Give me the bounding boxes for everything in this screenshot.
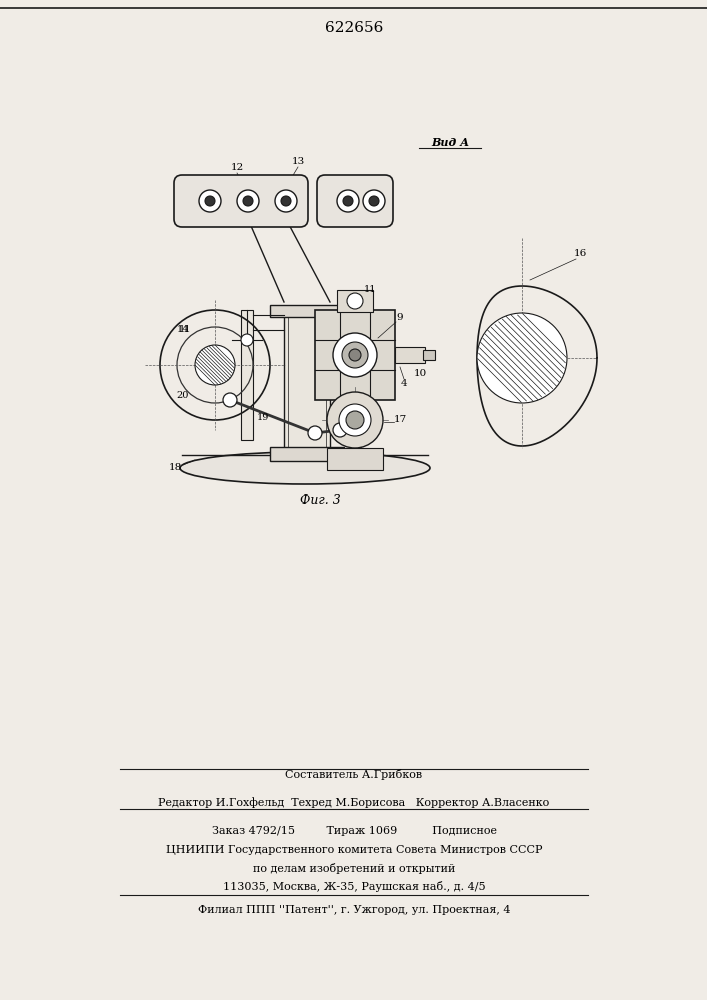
Bar [395,347,425,363]
Circle shape [195,345,235,385]
Bar [284,310,330,460]
Text: 13: 13 [291,157,305,166]
Circle shape [199,190,221,212]
Bar [315,310,395,400]
Circle shape [343,196,353,206]
Text: Заказ 4792/15         Тираж 1069          Подписное: Заказ 4792/15 Тираж 1069 Подписное [211,826,496,836]
Text: 622656: 622656 [325,21,383,35]
Circle shape [243,196,253,206]
FancyBboxPatch shape [174,175,308,227]
FancyBboxPatch shape [317,175,393,227]
Bar [337,290,373,312]
Circle shape [275,190,297,212]
Bar [270,305,344,317]
Circle shape [369,196,379,206]
Text: 11: 11 [178,326,191,334]
Circle shape [237,190,259,212]
Text: 12: 12 [230,163,244,172]
Circle shape [333,423,347,437]
Text: Редактор И.Гохфельд  Техред М.Борисова   Корректор А.Власенко: Редактор И.Гохфельд Техред М.Борисова Ко… [158,798,549,808]
Circle shape [333,333,377,377]
Circle shape [363,190,385,212]
Bar [327,448,383,470]
Text: 113035, Москва, Ж-35, Раушская наб., д. 4/5: 113035, Москва, Ж-35, Раушская наб., д. … [223,880,485,892]
Circle shape [342,342,368,368]
Circle shape [347,293,363,309]
Circle shape [327,392,383,448]
Circle shape [205,196,215,206]
Text: 18: 18 [168,462,182,472]
Text: Составитель А.Грибков: Составитель А.Грибков [286,770,423,780]
Bar [423,350,435,360]
Text: Филиал ППП ''Патент'', г. Ужгород, ул. Проектная, 4: Филиал ППП ''Патент'', г. Ужгород, ул. П… [198,905,510,915]
Bar [241,310,253,440]
Text: Фиг. 3: Фиг. 3 [300,493,340,506]
Text: 9: 9 [397,314,403,322]
Circle shape [281,196,291,206]
Ellipse shape [180,452,430,484]
Text: 14: 14 [177,326,189,334]
Text: Вид А: Вид А [431,136,469,147]
Circle shape [308,426,322,440]
Text: 11: 11 [364,286,377,294]
Text: 19: 19 [257,414,269,422]
Text: 10: 10 [414,368,426,377]
Text: по делам изобретений и открытий: по делам изобретений и открытий [253,862,455,874]
Text: 17: 17 [393,416,407,424]
Text: 16: 16 [573,248,587,257]
Circle shape [346,411,364,429]
Bar [349,310,361,455]
Text: ЦНИИПИ Государственного комитета Совета Министров СССР: ЦНИИПИ Государственного комитета Совета … [165,845,542,855]
Text: 4: 4 [401,378,407,387]
Bar [270,447,344,461]
Circle shape [241,334,253,346]
Text: 20: 20 [177,390,189,399]
Circle shape [349,349,361,361]
Circle shape [337,190,359,212]
Circle shape [339,404,371,436]
Circle shape [223,393,237,407]
Circle shape [477,313,567,403]
